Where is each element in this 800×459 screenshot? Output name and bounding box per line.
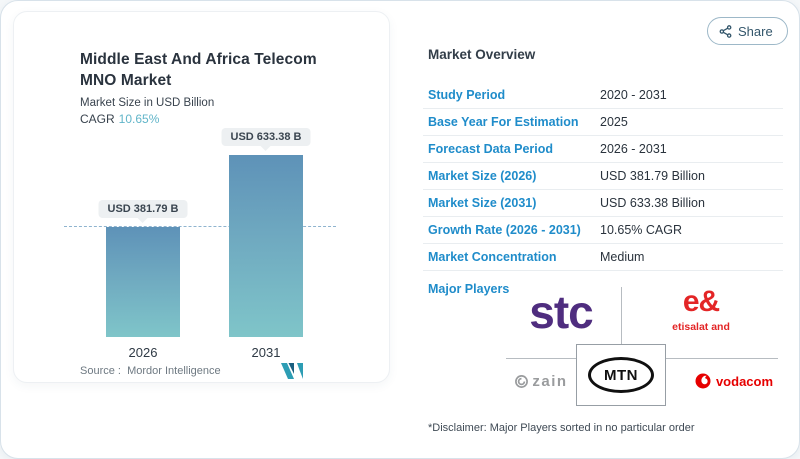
vodacom-logo: vodacom: [684, 373, 784, 389]
major-players-grid: stc e& etisalat and MTN zain vodacom: [496, 277, 786, 411]
share-nodes-icon: [719, 24, 732, 38]
reference-dashed-line: [64, 226, 336, 227]
row-label: Growth Rate (2026 - 2031): [428, 223, 581, 237]
chart-title-line1: Middle East And Africa Telecom: [80, 51, 317, 68]
table-row: Market Size (2026) USD 381.79 Billion: [423, 163, 783, 190]
row-label: Market Concentration: [428, 250, 557, 264]
source-value: Mordor Intelligence: [127, 365, 221, 377]
chart-title: Middle East And Africa Telecom MNO Marke…: [80, 50, 330, 92]
chart-header: Middle East And Africa Telecom MNO Marke…: [80, 50, 330, 126]
etisalat-logo: e& etisalat and: [656, 285, 746, 333]
cagr-label: CAGR: [80, 111, 115, 126]
row-label: Forecast Data Period: [428, 142, 554, 156]
table-row: Growth Rate (2026 - 2031) 10.65% CAGR: [423, 217, 783, 244]
chart-cagr: CAGR 10.65%: [80, 112, 330, 126]
mtn-logo-card: MTN: [576, 344, 666, 406]
stc-logo: stc: [529, 286, 593, 338]
eand-wordmark: e&: [682, 285, 720, 318]
bar-2031-value-label: USD 633.38 B: [221, 128, 311, 146]
vodacom-speechmark-icon: [695, 373, 711, 389]
bar-2026[interactable]: USD 381.79 B: [98, 200, 188, 337]
row-label: Market Size (2031): [428, 196, 537, 210]
table-row: Market Concentration Medium: [423, 244, 783, 271]
bar-chart-plot: USD 381.79 B USD 633.38 B 2026 2031: [52, 128, 352, 360]
table-row: Base Year For Estimation 2025: [423, 109, 783, 136]
share-button-label: Share: [738, 23, 773, 39]
table-row: Market Size (2031) USD 633.38 Billion: [423, 190, 783, 217]
zain-spiral-icon: [515, 375, 529, 388]
source-attribution: Source : Mordor Intelligence: [80, 365, 340, 377]
grid-vertical-divider: [621, 287, 622, 344]
table-row: Study Period 2020 - 2031: [423, 82, 783, 109]
share-button[interactable]: Share: [707, 17, 788, 45]
vodacom-wordmark: vodacom: [715, 373, 774, 389]
market-overview-table: Study Period 2020 - 2031 Base Year For E…: [423, 82, 783, 271]
cagr-value: 10.65%: [118, 111, 160, 126]
zain-logo: zain: [499, 373, 583, 390]
market-chart-card: Middle East And Africa Telecom MNO Marke…: [13, 11, 390, 383]
chart-subtitle: Market Size in USD Billion: [80, 96, 215, 109]
bar-2026-value-label: USD 381.79 B: [98, 200, 188, 218]
zain-wordmark: zain: [532, 373, 568, 390]
table-row: Forecast Data Period 2026 - 2031: [423, 136, 783, 163]
x-axis-label-2031: 2031: [251, 345, 281, 360]
row-value: Medium: [600, 250, 645, 264]
chart-title-line2: MNO Market: [80, 71, 172, 89]
row-value: USD 633.38 Billion: [600, 196, 705, 210]
source-label: Source :: [80, 365, 121, 377]
row-value: 2025: [600, 115, 628, 129]
disclaimer-text: *Disclaimer: Major Players sorted in no …: [428, 422, 695, 434]
row-value: 2026 - 2031: [600, 142, 667, 156]
x-axis-label-2026: 2026: [128, 345, 158, 360]
row-label: Study Period: [428, 88, 506, 102]
major-players-label: Major Players: [428, 282, 510, 296]
market-overview-heading: Market Overview: [428, 47, 536, 62]
bar-2031[interactable]: USD 633.38 B: [221, 128, 311, 337]
mordor-intelligence-logo-icon: [281, 363, 303, 379]
row-label: Market Size (2026): [428, 169, 537, 183]
row-value: 2020 - 2031: [600, 88, 667, 102]
mtn-logo: MTN: [588, 357, 654, 393]
etisalat-and-label: etisalat and: [672, 321, 730, 333]
row-value: USD 381.79 Billion: [600, 169, 705, 183]
row-label: Base Year For Estimation: [428, 115, 579, 129]
row-value: 10.65% CAGR: [600, 223, 682, 237]
